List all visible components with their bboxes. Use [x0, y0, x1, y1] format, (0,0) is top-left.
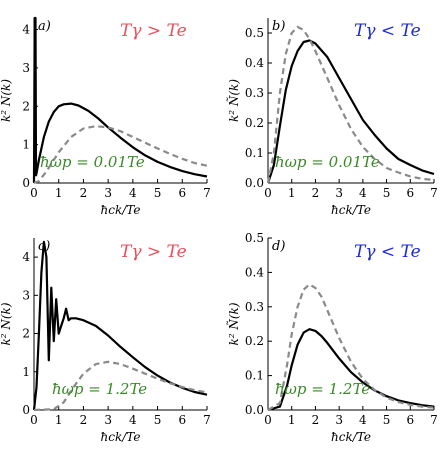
temperature-label: Tγ < Te: [354, 242, 421, 262]
x-tick-label: 5: [154, 186, 162, 200]
x-tick-label: 0: [30, 413, 38, 427]
plasma-frequency-annotation: ħωp = 1.2Te: [275, 380, 370, 398]
x-tick-label: 3: [104, 413, 112, 427]
y-tick-label: 2: [22, 327, 30, 341]
series-line-dashed: [266, 25, 435, 184]
x-tick-label: 4: [359, 186, 367, 200]
plasma-frequency-annotation: ħωp = 0.01Te: [275, 153, 380, 171]
x-tick-label: 5: [154, 413, 162, 427]
y-axis-label: k² Ñ(k): [0, 79, 13, 122]
panel-label: a): [38, 19, 51, 34]
x-tick-label: 7: [430, 413, 438, 427]
panel-label: b): [272, 19, 285, 34]
x-tick-label: 4: [129, 413, 137, 427]
y-axis-label: k² Ñ(k): [0, 302, 13, 345]
series-line-dashed: [267, 283, 435, 411]
y-tick-label: 0.4: [245, 265, 264, 279]
y-tick-label: 0.2: [245, 116, 264, 130]
x-tick-label: 5: [383, 413, 391, 427]
series-line-solid: [32, 16, 208, 184]
plasma-frequency-annotation: ħωp = 0.01Te: [40, 153, 145, 171]
x-axis-label: ħck/Te: [331, 203, 371, 217]
x-tick-label: 1: [55, 186, 63, 200]
x-tick-label: 2: [80, 413, 88, 427]
panel-4: 0 1 2 3 4 5 6 7 0.0 0.1 0.2 0.3 0.4 0.5 ħck/Te k² Ñ(k) d…: [226, 231, 438, 444]
x-tick-label: 7: [203, 413, 211, 427]
y-tick-label: 4: [22, 250, 30, 264]
x-tick-label: 6: [178, 413, 186, 427]
y-tick-label: 3: [22, 288, 30, 302]
y-tick-label: 0.3: [245, 86, 264, 100]
plasma-frequency-annotation: ħωp = 1.2Te: [52, 380, 147, 398]
y-tick-label: 1: [22, 365, 30, 379]
y-tick-label: 0.4: [245, 56, 264, 70]
y-tick-label: 4: [22, 23, 30, 37]
series-line-solid: [267, 328, 435, 412]
x-tick-label: 2: [312, 186, 320, 200]
series-line-solid: [266, 39, 435, 184]
temperature-label: Tγ > Te: [120, 21, 187, 41]
x-tick-label: 6: [178, 186, 186, 200]
x-tick-label: 7: [203, 186, 211, 200]
x-tick-label: 4: [359, 413, 367, 427]
x-tick-label: 6: [406, 186, 414, 200]
y-tick-label: 1: [22, 138, 30, 152]
x-tick-label: 0: [30, 186, 38, 200]
series-line-solid: [32, 240, 208, 411]
y-tick-label: 0.2: [245, 334, 264, 348]
x-tick-label: 1: [288, 186, 296, 200]
panel-2: 0 1 2 3 4 5 6 7 0.0 0.1 0.2 0.3 0.4 0.5 ħck/Te k² Ñ(k) b…: [226, 18, 438, 217]
y-tick-label: 0.5: [245, 26, 264, 40]
x-tick-label: 3: [104, 186, 112, 200]
x-axis-label: ħck/Te: [101, 430, 141, 444]
panel-label: c): [38, 239, 50, 254]
y-tick-label: 0.0: [245, 403, 264, 417]
y-axis-label: k² Ñ(k): [226, 79, 241, 122]
y-tick-label: 0.3: [245, 300, 264, 314]
y-tick-label: 2: [22, 99, 30, 113]
x-tick-label: 2: [312, 413, 320, 427]
x-tick-label: 7: [430, 186, 438, 200]
panel-label: d): [272, 239, 285, 254]
x-tick-label: 6: [406, 413, 414, 427]
x-tick-label: 1: [55, 413, 63, 427]
y-tick-label: 3: [22, 61, 30, 75]
x-tick-label: 1: [288, 413, 296, 427]
x-tick-label: 2: [80, 186, 88, 200]
y-tick-label: 0.0: [245, 176, 264, 190]
y-tick-label: 0.1: [245, 369, 264, 383]
x-tick-label: 0: [264, 186, 272, 200]
panel-3: 0 1 2 3 4 5 6 7 0 1 2 3 4 ħck/Te k² Ñ(k) c) Tγ > Te ħωp =…: [0, 238, 211, 444]
x-tick-label: 0: [264, 413, 272, 427]
x-tick-label: 3: [335, 413, 343, 427]
panel-1: 0 1 2 3 4 5 6 7 0 1 2 3 4 ħck/Te k² Ñ(k) a) Tγ > Te ħωp =…: [0, 16, 211, 217]
y-tick-label: 0: [22, 403, 30, 417]
y-tick-label: 0.5: [245, 231, 264, 245]
temperature-label: Tγ > Te: [120, 242, 187, 262]
x-tick-label: 3: [335, 186, 343, 200]
temperature-label: Tγ < Te: [354, 21, 421, 41]
y-tick-label: 0: [22, 176, 30, 190]
x-tick-label: 4: [129, 186, 137, 200]
y-tick-label: 0.1: [245, 146, 264, 160]
x-axis-label: ħck/Te: [331, 430, 371, 444]
x-tick-label: 5: [383, 186, 391, 200]
y-axis-label: k² Ñ(k): [226, 302, 241, 345]
series-line-dashed: [33, 125, 208, 185]
x-axis-label: ħck/Te: [101, 203, 141, 217]
